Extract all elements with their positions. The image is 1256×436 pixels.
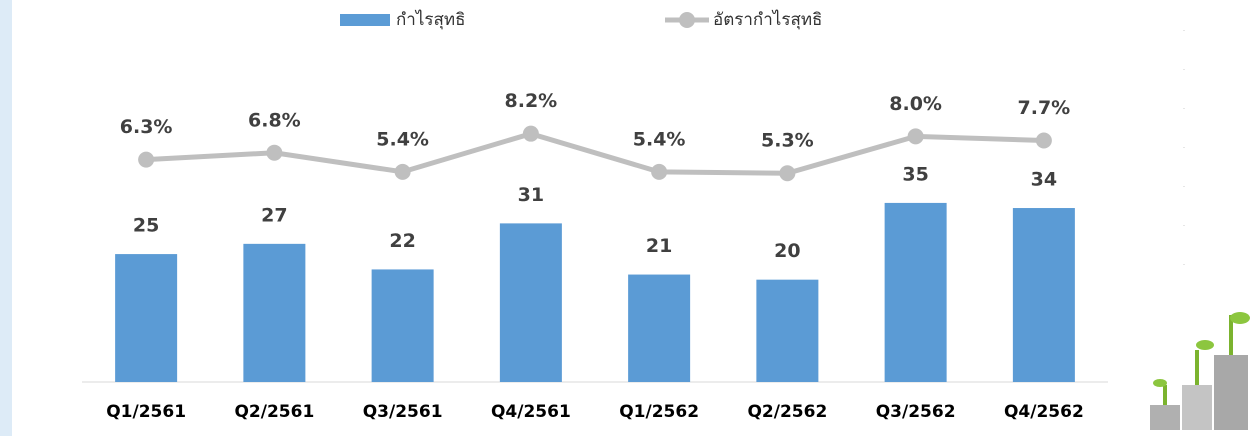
bar-value-label: 34 xyxy=(1031,169,1057,191)
side-strip xyxy=(0,0,12,436)
line-marker xyxy=(523,126,539,142)
line-value-label: 6.8% xyxy=(248,109,301,131)
line-marker xyxy=(395,164,411,180)
legend-label: อัตรากำไรสุทธิ xyxy=(713,9,822,30)
line-value-label: 5.3% xyxy=(761,130,814,152)
line-marker xyxy=(1036,132,1052,148)
line-marker xyxy=(651,164,667,180)
line-value-label: 7.7% xyxy=(1018,97,1071,119)
line-marker xyxy=(138,152,154,168)
line-value-label: 8.2% xyxy=(505,90,558,112)
bar-value-label: 35 xyxy=(902,163,928,185)
bar-value-label: 21 xyxy=(646,235,672,257)
bar-value-label: 20 xyxy=(774,240,800,262)
x-tick-label: Q3/2562 xyxy=(876,402,956,422)
x-tick-label: Q3/2561 xyxy=(363,402,443,422)
chart: Q1/2561 Q2/2561 Q3/2561 Q4/2561 Q1/2562 Q2/25… xyxy=(0,0,1256,436)
x-tick-label: Q1/2561 xyxy=(106,402,186,422)
bar xyxy=(756,280,818,382)
line-marker xyxy=(908,128,924,144)
x-tick-label: Q2/2562 xyxy=(747,402,827,422)
bar-value-label: 31 xyxy=(518,184,544,206)
bar xyxy=(115,254,177,382)
bar xyxy=(243,244,305,382)
x-tick-label: Q4/2562 xyxy=(1004,402,1084,422)
legend-label: กำไรสุทธิ xyxy=(396,9,465,30)
x-tick-label: Q1/2562 xyxy=(619,402,699,422)
line-value-label: 6.3% xyxy=(120,116,173,138)
legend-swatch xyxy=(340,14,390,26)
legend-swatch xyxy=(679,12,695,28)
line-marker xyxy=(779,165,795,181)
line-value-label: 5.4% xyxy=(633,128,686,150)
bar-value-label: 25 xyxy=(133,215,159,237)
line-value-label: 8.0% xyxy=(889,93,942,115)
bar xyxy=(500,223,562,382)
bar-value-label: 22 xyxy=(389,230,415,252)
bar xyxy=(885,203,947,382)
line-value-label: 5.4% xyxy=(376,128,429,150)
line-marker xyxy=(266,145,282,161)
coins-illustration xyxy=(1150,312,1250,430)
bar xyxy=(628,275,690,382)
x-tick-label: Q4/2561 xyxy=(491,402,571,422)
bar-value-label: 27 xyxy=(261,204,287,226)
bar xyxy=(372,269,434,382)
x-tick-label: Q2/2561 xyxy=(234,402,314,422)
bar xyxy=(1013,208,1075,382)
